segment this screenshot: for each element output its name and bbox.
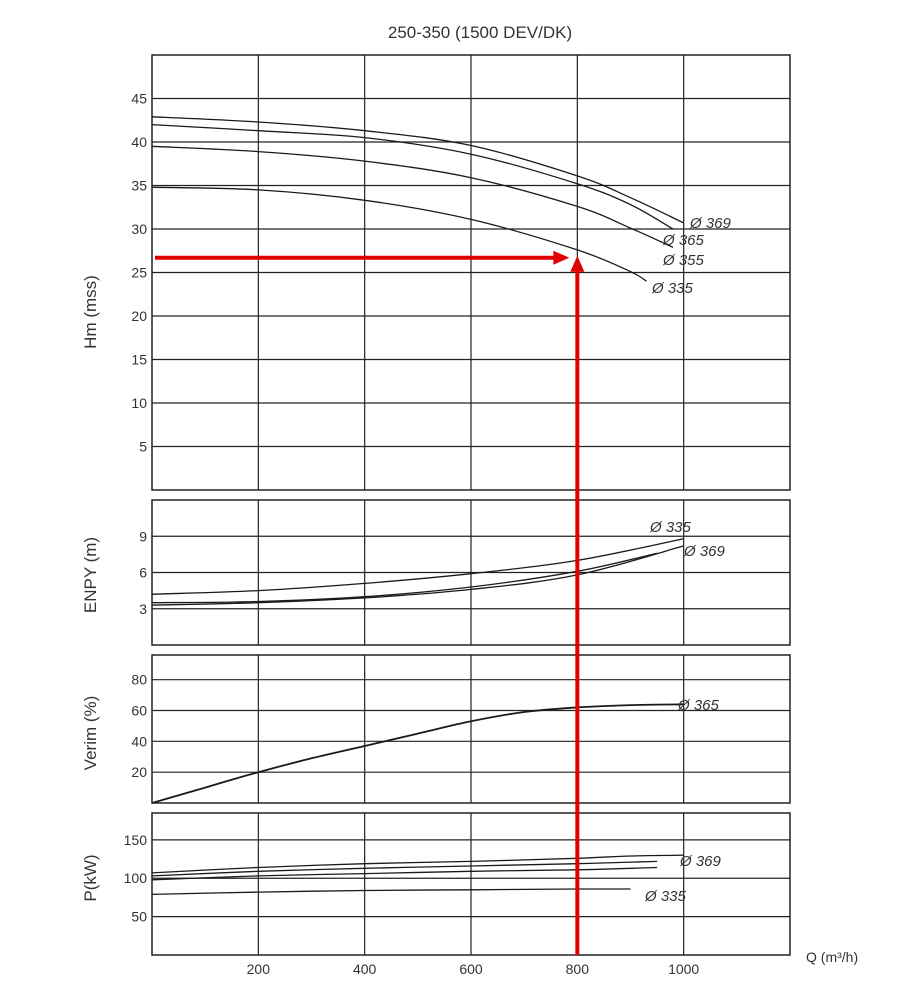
series-label: Ø 335: [649, 519, 692, 536]
y-tick-label: 20: [131, 308, 147, 324]
series-line-head: [151, 123, 674, 230]
series-line-npsh: [151, 552, 658, 604]
y-axis-label: Hm (mss): [81, 275, 100, 349]
y-tick-label: 10: [131, 395, 147, 411]
series-line-power: [151, 854, 684, 874]
y-tick-label: 45: [131, 91, 147, 107]
series-line-npsh: [151, 538, 684, 595]
y-tick-label: 40: [131, 134, 147, 150]
series-line-head: [151, 116, 684, 224]
series-line-head: [151, 186, 647, 282]
y-tick-label: 15: [131, 352, 147, 368]
series-line-efficiency: [151, 703, 684, 804]
y-tick-label: 50: [131, 909, 147, 925]
y-axis-label: Verim (%): [81, 696, 100, 771]
y-tick-label: 5: [139, 439, 147, 455]
series-label: Ø 365: [677, 697, 720, 714]
operating-point-overlay: [155, 250, 585, 955]
series-label: Ø 355: [662, 252, 705, 269]
y-tick-label: 40: [131, 733, 147, 749]
series-label: Ø 335: [651, 280, 694, 297]
vertical-arrow-head: [570, 255, 585, 272]
x-axis-label: Q (m³/h): [806, 949, 858, 965]
y-tick-label: 100: [124, 870, 148, 886]
y-tick-label: 6: [139, 565, 147, 581]
y-tick-label: 3: [139, 601, 147, 617]
panel-power: 50 100 150 P(kW) Ø 369 Ø 335: [81, 812, 791, 956]
series-label: Ø 365: [662, 232, 705, 249]
panel-efficiency: 20 40 60 80 Verim (%) Ø 365: [81, 654, 791, 804]
y-axis-label: ENPY (m): [81, 537, 100, 613]
y-tick-label: 9: [139, 528, 147, 544]
series-label: Ø 369: [679, 853, 722, 870]
series-line-npsh: [151, 545, 684, 606]
series-label: Ø 369: [689, 215, 732, 232]
y-tick-label: 20: [131, 764, 147, 780]
y-axis-label: P(kW): [81, 854, 100, 901]
x-tick-label: 800: [566, 961, 590, 977]
panel-npsh: 3 6 9 ENPY (m) Ø 335 Ø 369: [81, 499, 791, 646]
series-label: Ø 335: [644, 888, 687, 905]
x-tick-label: 400: [353, 961, 377, 977]
x-tick-label: 200: [247, 961, 271, 977]
y-tick-label: 30: [131, 221, 147, 237]
series-line-head: [151, 145, 674, 248]
x-axis: 200 400 600 800 1000 Q (m³/h): [247, 949, 858, 977]
x-tick-label: 1000: [668, 961, 699, 977]
y-tick-label: 60: [131, 703, 147, 719]
series-label: Ø 369: [683, 543, 726, 560]
x-tick-label: 600: [459, 961, 483, 977]
y-tick-label: 150: [124, 832, 148, 848]
series-line-power: [151, 888, 631, 896]
y-tick-label: 35: [131, 178, 147, 194]
y-tick-label: 25: [131, 265, 147, 281]
chart-title: 250-350 (1500 DEV/DK): [388, 23, 572, 42]
y-tick-label: 80: [131, 672, 147, 688]
horizontal-arrow-head: [553, 250, 570, 265]
